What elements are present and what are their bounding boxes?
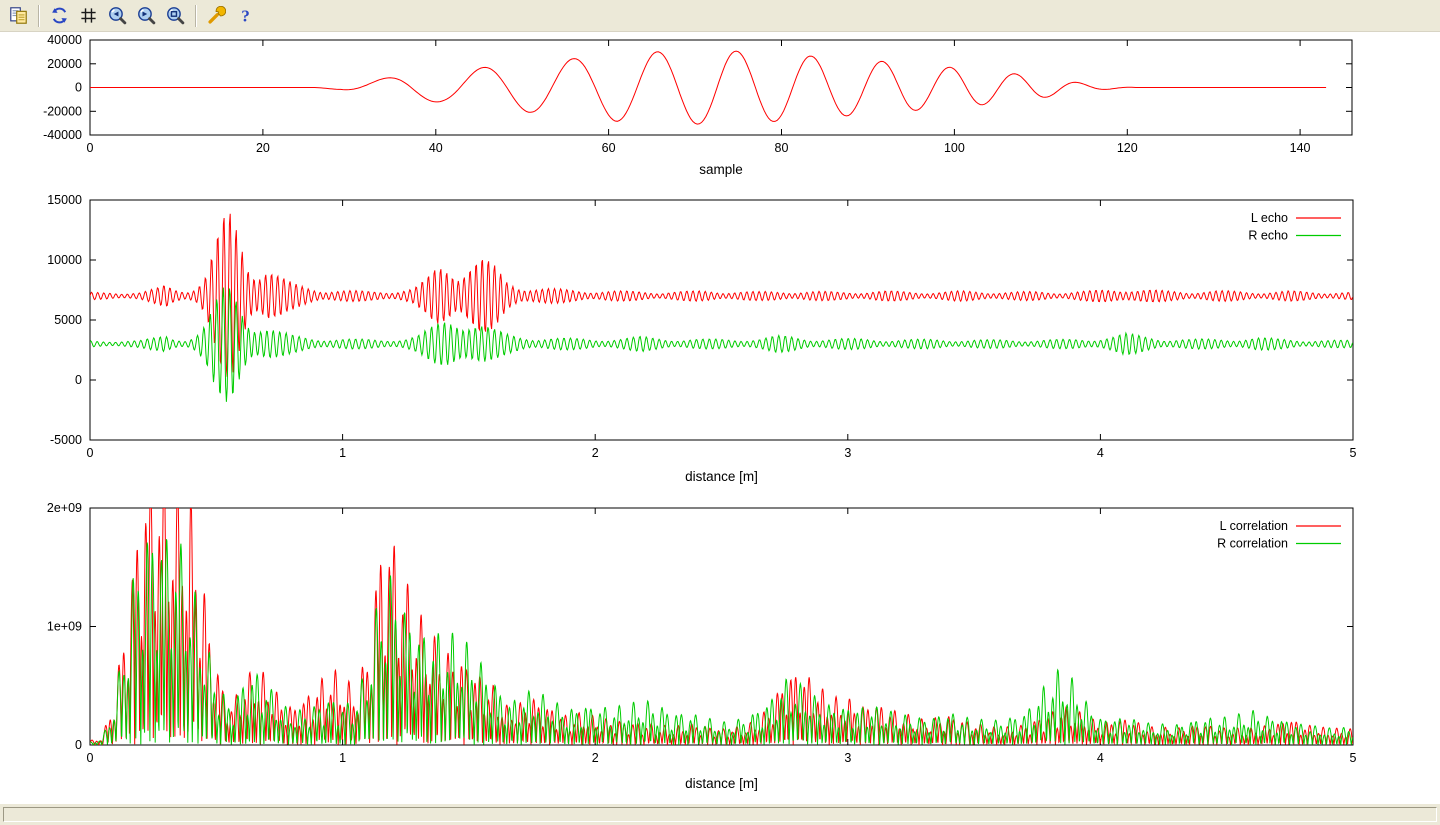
zoom-next-button[interactable] [133,3,160,29]
x-tick-label: 0 [87,751,94,765]
x-tick-label: 1 [339,751,346,765]
x-tick-label: 140 [1290,141,1311,155]
plot-frame [89,507,1354,746]
x-tick-label: 60 [602,141,616,155]
autoscale-icon [167,7,185,25]
x-tick-label: 3 [844,751,851,765]
status-text [3,807,1437,822]
toolbar: ? [0,0,1440,32]
toolbar-separator [195,4,197,27]
legend-label: L correlation [1220,519,1288,533]
autoscale-button[interactable] [162,3,189,29]
copy-to-clipboard-icon [10,7,27,24]
y-tick-label: 2e+09 [47,501,82,515]
x-tick-label: 20 [256,141,270,155]
chart-3: 0 1 2 3 4 5 0 1e+09 2e+09 distance [m] L correlati… [47,501,1357,791]
toggle-grid-button[interactable] [75,3,102,29]
x-tick-label: 0 [87,446,94,460]
help-button[interactable]: ? [232,3,259,29]
zoom-next-icon [138,7,156,25]
x-axis-title: distance [m] [685,776,758,791]
plot-area[interactable]: 0 20 40 60 80 100 120 140 -40000 -20000 0 20000 4000… [0,32,1440,803]
x-tick-label: 2 [592,446,599,460]
y-tick-label: 5000 [54,313,82,327]
zoom-previous-icon [109,7,127,25]
series-l-echo-line [90,213,1353,377]
x-axis-title: distance [m] [685,469,758,484]
x-tick-label: 4 [1097,446,1104,460]
legend-label: R correlation [1217,537,1288,551]
toolbar-separator [38,4,40,27]
y-tick-label: 40000 [47,33,82,47]
series-r-correlation-line [90,539,1353,745]
copy-to-clipboard-button[interactable] [5,3,32,29]
series-pulse-line [90,50,1327,125]
y-tick-label: -20000 [43,104,82,118]
status-bar [0,803,1440,825]
chart-2: 0 1 2 3 4 5 -5000 0 5000 10000 15000 distance [m] L … [47,193,1356,484]
y-tick-label: -5000 [50,433,82,447]
y-tick-label: 20000 [47,57,82,71]
x-tick-label: 80 [775,141,789,155]
plot-frame [89,199,1354,441]
chart-1: 0 20 40 60 80 100 120 140 -40000 -20000 0 20000 4000… [43,33,1353,177]
x-axis-title: sample [699,162,743,177]
x-tick-label: 2 [592,751,599,765]
zoom-previous-button[interactable] [104,3,131,29]
wrench-icon [208,6,226,24]
x-tick-label: 5 [1350,751,1357,765]
svg-text:?: ? [241,6,250,25]
replot-icon [52,7,67,24]
y-tick-label: 0 [75,373,82,387]
replot-button[interactable] [46,3,73,29]
y-tick-label: 10000 [47,253,82,267]
y-tick-label: 15000 [47,193,82,207]
y-tick-label: 0 [75,81,82,95]
x-tick-label: 0 [87,141,94,155]
y-tick-label: 0 [75,738,82,752]
legend-label: R echo [1248,229,1288,243]
x-tick-label: 120 [1117,141,1138,155]
help-icon: ? [241,6,250,25]
x-tick-label: 100 [944,141,965,155]
charts-canvas[interactable]: 0 20 40 60 80 100 120 140-40000-200000200004000… [0,32,1440,803]
grid-icon [81,8,96,23]
series-l-correlation-line [90,508,1353,745]
y-tick-label: -40000 [43,128,82,142]
x-tick-label: 40 [429,141,443,155]
y-tick-label: 1e+09 [47,620,82,634]
configure-button[interactable] [203,3,230,29]
x-tick-label: 4 [1097,751,1104,765]
x-tick-label: 5 [1350,446,1357,460]
x-tick-label: 3 [844,446,851,460]
x-tick-label: 1 [339,446,346,460]
series-r-echo-line [90,287,1353,402]
legend-label: L echo [1251,211,1288,225]
